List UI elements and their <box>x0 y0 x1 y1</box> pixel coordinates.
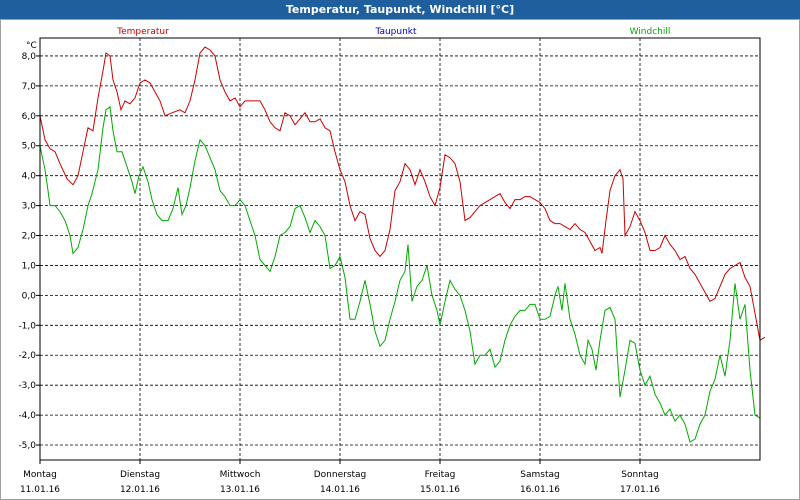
legend-temperatur: Temperatur <box>116 27 169 37</box>
y-tick-label: 2,0 <box>22 232 37 242</box>
x-axis-ticks: Montag 11.01.16 Dienstag 12.01.16 Mittwoch 13… <box>20 460 660 495</box>
y-tick-label: 5,0 <box>22 142 37 152</box>
x-tick-date: 12.01.16 <box>120 485 160 495</box>
series-line-temperatur <box>39 46 766 342</box>
x-tick-day: Donnerstag <box>314 470 367 480</box>
legend: Temperatur Taupunkt Windchill <box>116 27 670 37</box>
y-tick-label: -2,0 <box>18 351 36 361</box>
legend-taupunkt: Taupunkt <box>374 27 417 37</box>
y-tick-label: -4,0 <box>18 411 36 421</box>
x-tick-date: 11.01.16 <box>20 485 60 495</box>
legend-windchill: Windchill <box>630 27 671 37</box>
window-title: Temperatur, Taupunkt, Windchill [°C] <box>0 0 800 19</box>
x-tick-date: 13.01.16 <box>220 485 260 495</box>
x-tick-day: Freitag <box>425 470 456 480</box>
y-tick-label: 1,0 <box>22 261 37 271</box>
series-lines <box>39 46 766 443</box>
y-tick-label: -3,0 <box>18 381 36 391</box>
y-axis-unit-label: °C <box>26 41 37 51</box>
y-tick-label: 4,0 <box>22 172 37 182</box>
x-tick-date: 14.01.16 <box>320 485 360 495</box>
y-tick-label: -5,0 <box>18 441 36 451</box>
y-tick-label: 0,0 <box>22 291 37 301</box>
x-tick-date: 17.01.16 <box>620 485 660 495</box>
x-tick-day: Montag <box>23 470 57 480</box>
x-tick-day: Mittwoch <box>220 470 261 480</box>
x-tick-date: 15.01.16 <box>420 485 460 495</box>
plot-border <box>39 37 761 461</box>
x-tick-day: Samstag <box>520 470 559 480</box>
x-tick-day: Sonntag <box>621 470 658 480</box>
y-tick-label: 8,0 <box>22 52 37 62</box>
series-line-windchill <box>39 105 761 443</box>
grid-lines <box>40 38 760 460</box>
y-tick-label: -1,0 <box>18 321 36 331</box>
y-tick-label: 7,0 <box>22 82 37 92</box>
y-axis-ticks: 8,0 7,0 6,0 5,0 4,0 3,0 2,0 1,0 0,0 -1,0 -2,0 -3,0 -… <box>18 52 40 451</box>
y-tick-label: 6,0 <box>22 112 37 122</box>
x-tick-day: Dienstag <box>120 470 160 480</box>
y-tick-label: 3,0 <box>22 202 37 212</box>
x-tick-date: 16.01.16 <box>520 485 560 495</box>
